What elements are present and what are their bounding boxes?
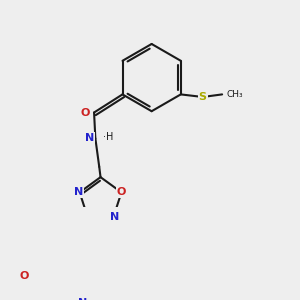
Text: CH₃: CH₃ — [226, 90, 243, 99]
Text: O: O — [19, 272, 28, 281]
Text: N: N — [110, 212, 119, 222]
Text: O: O — [117, 187, 126, 197]
Text: N: N — [74, 187, 83, 197]
Text: N: N — [85, 134, 94, 143]
Text: N: N — [78, 298, 87, 300]
Text: O: O — [81, 107, 90, 118]
Text: S: S — [199, 92, 207, 102]
Text: ·H: ·H — [103, 132, 113, 142]
